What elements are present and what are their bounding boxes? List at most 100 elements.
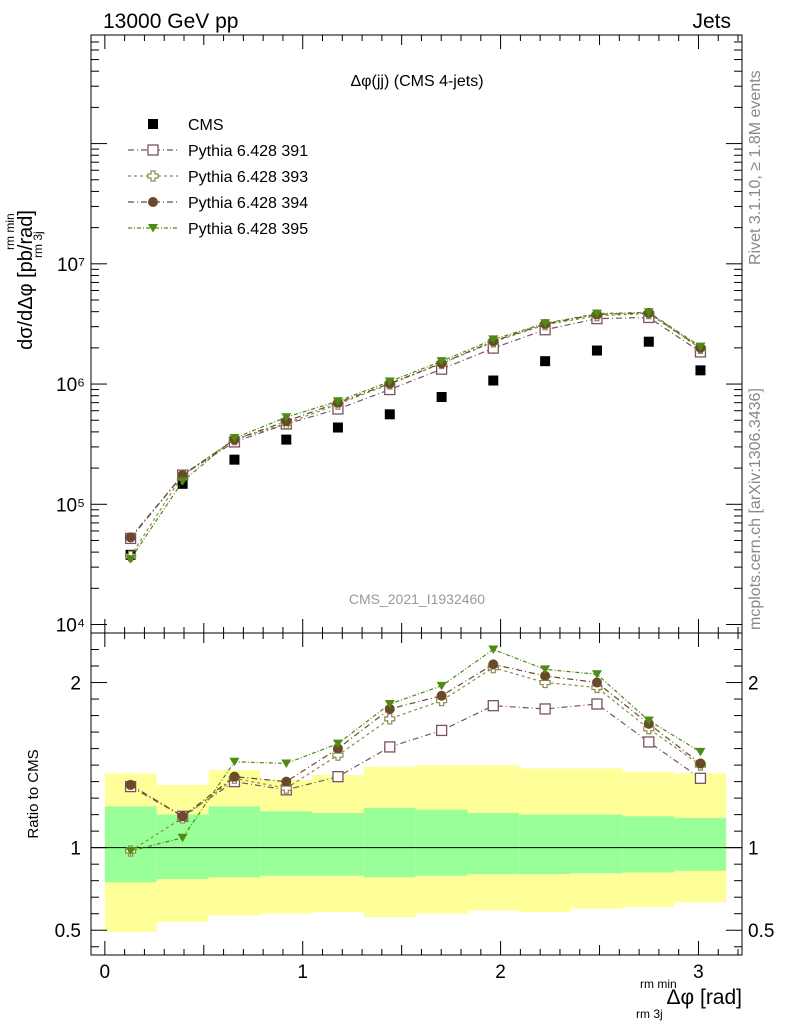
analysis-id: CMS_2021_I1932460 bbox=[349, 591, 485, 607]
ratio-point bbox=[332, 771, 344, 783]
legend-label: CMS bbox=[188, 117, 224, 134]
ratio-point bbox=[229, 757, 240, 767]
ratio-bands bbox=[104, 765, 727, 932]
ratio-point bbox=[540, 665, 551, 674]
band-green bbox=[260, 811, 313, 876]
legend-entry: Pythia 6.428 395 bbox=[128, 221, 308, 238]
mcplots-label: mcplots.cern.ch [arXiv:1306.3436] bbox=[747, 388, 764, 630]
band-green bbox=[363, 808, 416, 878]
ratio-point bbox=[177, 811, 188, 822]
x-axis-title-sub: rm 3j bbox=[636, 1007, 663, 1021]
ratio-panel: 0.5 0.5 1 1 2 2 0 1 2 3 Ratio to CMS Δφ [rad] rm… bbox=[25, 632, 774, 1021]
x-axis-title: Δφ [rad] rm min rm 3j bbox=[636, 977, 742, 1021]
main-title: Δφ(jj) (CMS 4-jets) bbox=[350, 73, 483, 90]
main-series-p394 bbox=[125, 307, 706, 543]
main-series-cms bbox=[125, 336, 706, 560]
ratio-point bbox=[332, 739, 343, 749]
main-series-line bbox=[130, 313, 701, 557]
legend-marker bbox=[147, 170, 159, 182]
x-tick-label: 2 bbox=[495, 962, 506, 983]
main-point bbox=[125, 532, 136, 543]
ratio-series-p395 bbox=[125, 645, 706, 856]
main-ylabel-sup: rm min bbox=[3, 213, 17, 250]
main-point bbox=[281, 413, 292, 422]
main-point bbox=[436, 357, 447, 366]
ratio-point bbox=[332, 743, 343, 754]
main-point bbox=[229, 434, 240, 443]
main-point bbox=[332, 422, 343, 433]
ratio-frame bbox=[90, 632, 743, 956]
band-green bbox=[622, 816, 675, 873]
x-tick-label: 3 bbox=[693, 962, 704, 983]
legend-marker bbox=[148, 197, 158, 207]
legend-marker bbox=[148, 224, 158, 233]
legend-marker bbox=[148, 119, 158, 129]
ratio-point bbox=[694, 772, 707, 784]
main-series-line bbox=[130, 316, 701, 539]
legend-label: Pythia 6.428 391 bbox=[188, 143, 308, 160]
main-ytick-label: 10⁶ bbox=[56, 375, 85, 396]
main-point bbox=[540, 356, 551, 367]
ratio-ytick-label-right: 1 bbox=[748, 839, 759, 860]
ratio-ytick-label: 2 bbox=[70, 674, 81, 695]
ratio-point bbox=[591, 677, 602, 688]
legend-label: Pythia 6.428 394 bbox=[188, 195, 308, 212]
legend-marker bbox=[147, 144, 159, 156]
ratio-ytick-label: 1 bbox=[70, 839, 81, 860]
ratio-point bbox=[384, 713, 396, 725]
ratio-point bbox=[591, 670, 602, 679]
main-point bbox=[384, 377, 395, 386]
ratio-point bbox=[177, 833, 188, 843]
main-point bbox=[125, 555, 136, 564]
legend-entry: CMS bbox=[148, 117, 224, 134]
ratio-point bbox=[436, 690, 447, 701]
band-green bbox=[467, 812, 520, 875]
ratio-point bbox=[695, 758, 706, 769]
ratio-series-line bbox=[130, 663, 701, 818]
band-green bbox=[674, 817, 727, 871]
ratio-series-line bbox=[130, 667, 701, 852]
main-ylabel: dσ/dΔφ [pb/rad] rm min rm 3j bbox=[3, 210, 45, 350]
ratio-point bbox=[436, 681, 447, 691]
x-tick-labels: 0 1 2 3 bbox=[100, 962, 704, 983]
header-right: Jets bbox=[692, 10, 731, 33]
main-ylabel-sub: rm 3j bbox=[31, 231, 45, 258]
ratio-point bbox=[488, 659, 499, 670]
main-point bbox=[643, 336, 654, 347]
main-series-line bbox=[130, 312, 701, 538]
ratio-point bbox=[332, 749, 344, 761]
band-green bbox=[415, 809, 468, 876]
band-green bbox=[156, 814, 209, 880]
legend-entry: Pythia 6.428 393 bbox=[128, 169, 308, 186]
ratio-series-p394 bbox=[125, 659, 706, 822]
x-tick-label: 1 bbox=[297, 962, 308, 983]
header-left: 13000 GeV pp bbox=[103, 10, 238, 33]
main-ylabel-text: dσ/dΔφ [pb/rad] bbox=[15, 210, 37, 350]
legend: CMS Pythia 6.428 391 Pythia 6.428 393 Pythi… bbox=[128, 117, 308, 238]
band-green bbox=[104, 806, 157, 883]
legend-label: Pythia 6.428 395 bbox=[188, 221, 308, 238]
main-point bbox=[332, 397, 343, 406]
ratio-point bbox=[540, 670, 551, 681]
legend-label: Pythia 6.428 393 bbox=[188, 169, 308, 186]
main-point bbox=[436, 392, 447, 403]
band-green bbox=[312, 812, 364, 876]
x-tick-label: 0 bbox=[100, 962, 111, 983]
ratio-ylabel: Ratio to CMS bbox=[25, 749, 42, 838]
ratio-point bbox=[280, 782, 292, 794]
ratio-ticks bbox=[91, 633, 742, 955]
ratio-series bbox=[124, 645, 707, 857]
main-point bbox=[591, 345, 602, 356]
ratio-series-line bbox=[130, 703, 701, 817]
ratio-point bbox=[591, 698, 603, 710]
ratio-point bbox=[487, 700, 499, 712]
main-point bbox=[643, 308, 654, 317]
ratio-series-line bbox=[130, 648, 701, 852]
main-series-line bbox=[130, 311, 701, 560]
main-series bbox=[124, 307, 707, 564]
ratio-point bbox=[384, 700, 395, 709]
ratio-point bbox=[488, 645, 499, 655]
ratio-point bbox=[281, 759, 292, 768]
main-series-p393 bbox=[124, 308, 707, 562]
